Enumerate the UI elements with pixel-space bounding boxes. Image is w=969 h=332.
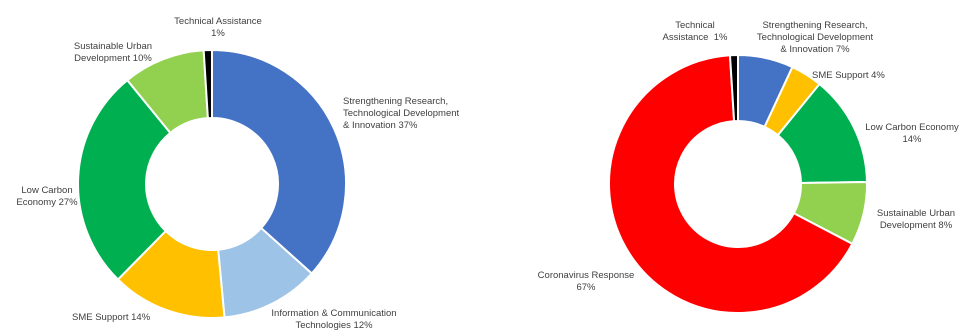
- slice-left-strengthening-research-technological-development-and-innovation: [211, 48, 347, 275]
- label-left-technical: Technical Assistance 1%: [174, 16, 262, 39]
- slice-right-technical-assistance: [728, 53, 739, 123]
- label-right-low-carbon: Low Carbon Economy 14%: [865, 122, 959, 145]
- label-left-urban: Sustainable Urban Development 10%: [73, 41, 153, 64]
- label-right-urban: Sustainable Urban Development 8%: [876, 208, 956, 231]
- label-right-sme: SME Support 4%: [812, 70, 885, 81]
- label-right-research: Strengthening Research, Technological De…: [756, 20, 874, 55]
- slice-left-technical-assistance: [202, 48, 213, 120]
- label-left-low-carbon: Low Carbon Economy 27%: [16, 185, 78, 208]
- label-right-technical: Technical Assistance 1%: [662, 20, 728, 43]
- label-left-ict: Information & Communication Technologies…: [271, 308, 397, 331]
- slice-right-coronavirus-response: [608, 54, 854, 314]
- slice-left-low-carbon-economy: [77, 78, 172, 281]
- label-right-coronavirus: Coronavirus Response 67%: [537, 270, 635, 293]
- label-left-sme: SME Support 14%: [72, 312, 151, 323]
- label-left-research: Strengthening Research, Technological De…: [343, 96, 460, 131]
